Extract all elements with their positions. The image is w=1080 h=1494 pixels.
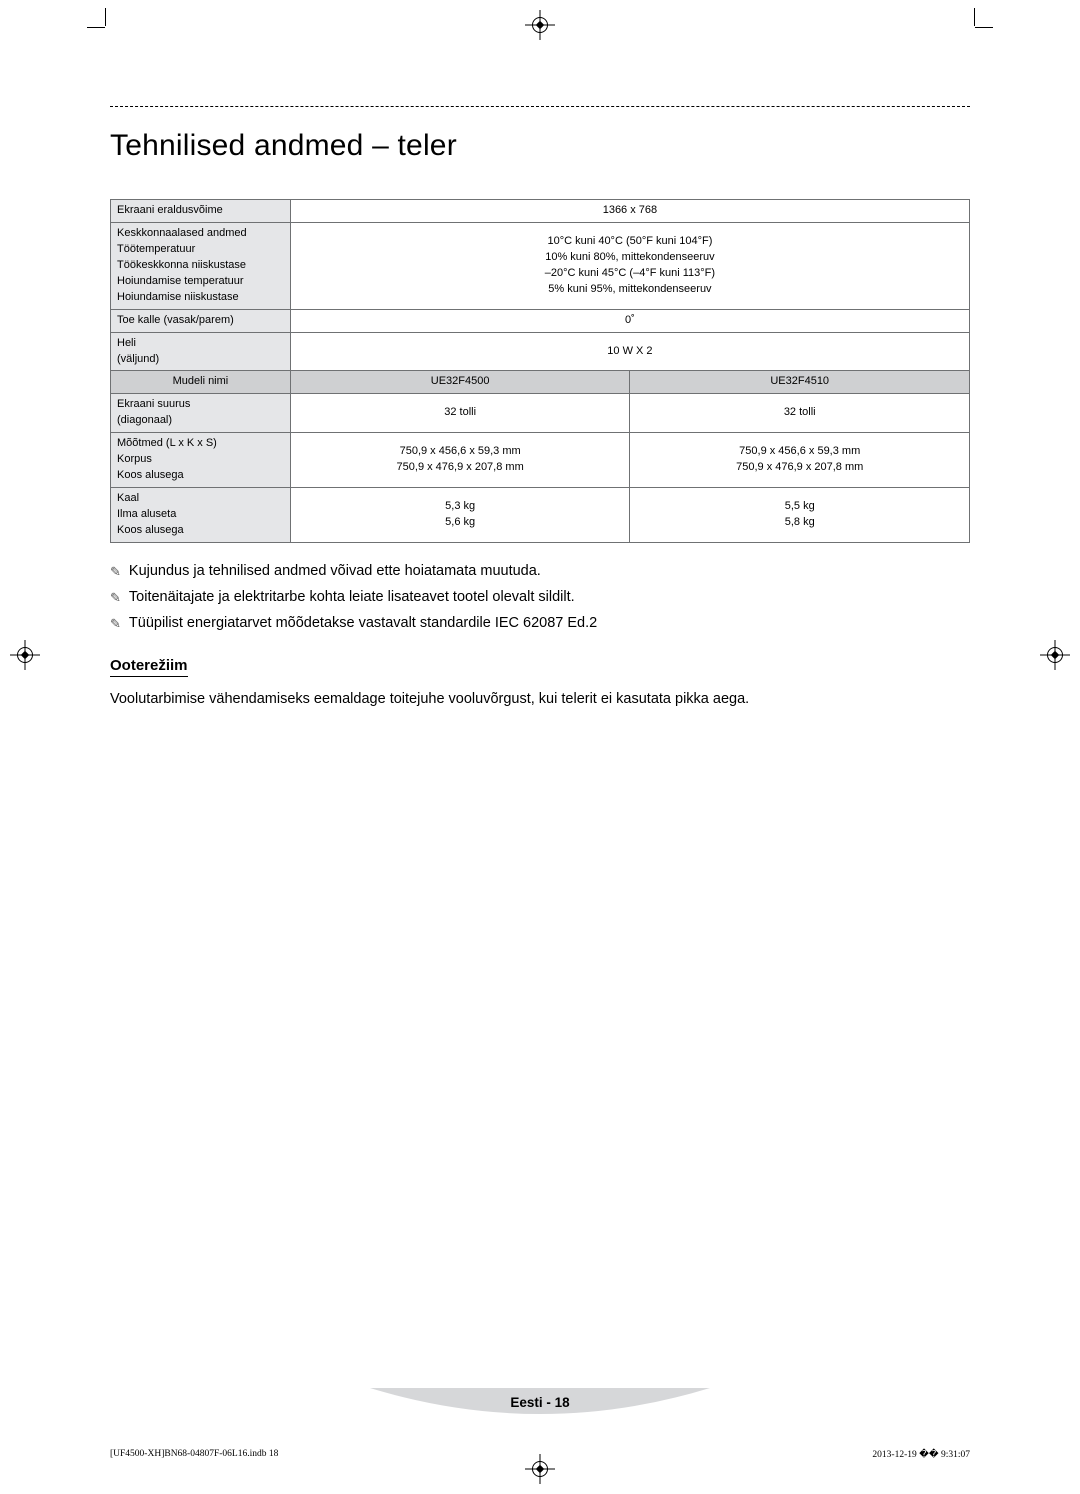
spec-label: Heli (väljund) xyxy=(111,332,291,371)
table-row: Mõõtmed (L x K x S) Korpus Koos alusega … xyxy=(111,433,970,488)
spec-label-line: Koos alusega xyxy=(117,523,284,539)
registration-mark-top xyxy=(529,14,551,36)
crop-mark xyxy=(87,27,105,28)
spec-label-line: Korpus xyxy=(117,452,284,468)
spec-value-line: 750,9 x 476,9 x 207,8 mm xyxy=(297,460,624,476)
spec-label: Kaal Ilma aluseta Koos alusega xyxy=(111,488,291,543)
table-row: Heli (väljund) 10 W X 2 xyxy=(111,332,970,371)
spec-value: 1366 x 768 xyxy=(290,200,969,223)
note-item: ✎ Kujundus ja tehnilised andmed võivad et… xyxy=(110,563,970,579)
spec-value: 32 tolli xyxy=(290,394,630,433)
spec-label: Mõõtmed (L x K x S) Korpus Koos alusega xyxy=(111,433,291,488)
spec-label-line: Hoiundamise temperatuur xyxy=(117,274,284,290)
table-row: Ekraani eraldusvõime 1366 x 768 xyxy=(111,200,970,223)
standby-section: Ooterežiim Voolutarbimise vähendamiseks … xyxy=(110,657,970,707)
spec-value: 32 tolli xyxy=(630,394,970,433)
spec-value-line: 750,9 x 476,9 x 207,8 mm xyxy=(636,460,963,476)
spec-label-line: Ilma aluseta xyxy=(117,507,284,523)
table-row: Keskkonnaalased andmed Töötemperatuur Tö… xyxy=(111,222,970,309)
registration-mark-bottom xyxy=(529,1458,551,1480)
spec-value-line: 5,5 kg xyxy=(636,499,963,515)
standby-heading: Ooterežiim xyxy=(110,657,188,677)
spec-value-line: 5,8 kg xyxy=(636,515,963,531)
spec-value-line: 10°C kuni 40°C (50°F kuni 104°F) xyxy=(297,234,963,250)
note-text: Toitenäitajate ja elektritarbe kohta lei… xyxy=(129,589,575,605)
spec-label-line: Keskkonnaalased andmed xyxy=(117,226,284,242)
note-item: ✎ Toitenäitajate ja elektritarbe kohta le… xyxy=(110,589,970,605)
spec-label-line: Ekraani suurus xyxy=(117,397,284,413)
spec-label-line: Mõõtmed (L x K x S) xyxy=(117,436,284,452)
spec-value-line: 5,6 kg xyxy=(297,515,624,531)
spec-value-line: 5,3 kg xyxy=(297,499,624,515)
model-name: UE32F4510 xyxy=(630,371,970,394)
spec-value-line: 750,9 x 456,6 x 59,3 mm xyxy=(297,444,624,460)
spec-value: 10°C kuni 40°C (50°F kuni 104°F) 10% kun… xyxy=(290,222,969,309)
registration-mark-right xyxy=(1044,644,1066,666)
spec-label-line: Töökeskkonna niiskustase xyxy=(117,258,284,274)
table-row: Kaal Ilma aluseta Koos alusega 5,3 kg 5,… xyxy=(111,488,970,543)
pencil-icon: ✎ xyxy=(110,616,121,632)
spec-label-line: Koos alusega xyxy=(117,468,284,484)
notes-list: ✎ Kujundus ja tehnilised andmed võivad et… xyxy=(110,563,970,631)
model-header-label: Mudeli nimi xyxy=(111,371,291,394)
page-title: Tehnilised andmed – teler xyxy=(110,129,970,163)
spec-value-line: 750,9 x 456,6 x 59,3 mm xyxy=(636,444,963,460)
page-content: Tehnilised andmed – teler Ekraani eraldu… xyxy=(110,106,970,707)
spec-value-line: 10% kuni 80%, mittekondenseeruv xyxy=(297,250,963,266)
spec-value: 5,5 kg 5,8 kg xyxy=(630,488,970,543)
registration-mark-left xyxy=(14,644,36,666)
spec-label: Toe kalle (vasak/parem) xyxy=(111,309,291,332)
spec-value-line: 5% kuni 95%, mittekondenseeruv xyxy=(297,282,963,298)
section-divider xyxy=(110,106,970,107)
spec-value: 5,3 kg 5,6 kg xyxy=(290,488,630,543)
crop-mark xyxy=(105,8,106,26)
spec-label-line: Heli xyxy=(117,336,284,352)
table-row: Mudeli nimi UE32F4500 UE32F4510 xyxy=(111,371,970,394)
note-text: Tüüpilist energiatarvet mõõdetakse vasta… xyxy=(129,615,597,631)
spec-value: 0˚ xyxy=(290,309,969,332)
pencil-icon: ✎ xyxy=(110,590,121,606)
imprint-line: [UF4500-XH]BN68-04807F-06L16.indb 18 201… xyxy=(110,1449,970,1460)
spec-label-line: (diagonaal) xyxy=(117,413,284,429)
spec-label-line: Kaal xyxy=(117,491,284,507)
model-name: UE32F4500 xyxy=(290,371,630,394)
spec-value: 750,9 x 456,6 x 59,3 mm 750,9 x 476,9 x … xyxy=(630,433,970,488)
spec-value-line: –20°C kuni 45°C (–4°F kuni 113°F) xyxy=(297,266,963,282)
footer-page-indicator: Eesti - 18 xyxy=(370,1388,710,1422)
spec-label: Ekraani eraldusvõime xyxy=(111,200,291,223)
pencil-icon: ✎ xyxy=(110,564,121,580)
spec-label: Keskkonnaalased andmed Töötemperatuur Tö… xyxy=(111,222,291,309)
standby-body: Voolutarbimise vähendamiseks eemaldage t… xyxy=(110,691,970,707)
footer-language-page: Eesti - 18 xyxy=(510,1395,569,1410)
spec-label-line: Hoiundamise niiskustase xyxy=(117,290,284,306)
imprint-datetime: 2013-12-19 �� 9:31:07 xyxy=(872,1449,970,1460)
crop-mark xyxy=(974,8,975,26)
table-row: Toe kalle (vasak/parem) 0˚ xyxy=(111,309,970,332)
spec-value: 750,9 x 456,6 x 59,3 mm 750,9 x 476,9 x … xyxy=(290,433,630,488)
table-row: Ekraani suurus (diagonaal) 32 tolli 32 t… xyxy=(111,394,970,433)
spec-value: 10 W X 2 xyxy=(290,332,969,371)
spec-label: Ekraani suurus (diagonaal) xyxy=(111,394,291,433)
imprint-filename: [UF4500-XH]BN68-04807F-06L16.indb 18 xyxy=(110,1449,278,1460)
crop-mark xyxy=(975,27,993,28)
note-text: Kujundus ja tehnilised andmed võivad ett… xyxy=(129,563,541,579)
spec-table: Ekraani eraldusvõime 1366 x 768 Keskkonn… xyxy=(110,199,970,543)
spec-label-line: (väljund) xyxy=(117,352,284,368)
note-item: ✎ Tüüpilist energiatarvet mõõdetakse vast… xyxy=(110,615,970,631)
spec-label-line: Töötemperatuur xyxy=(117,242,284,258)
